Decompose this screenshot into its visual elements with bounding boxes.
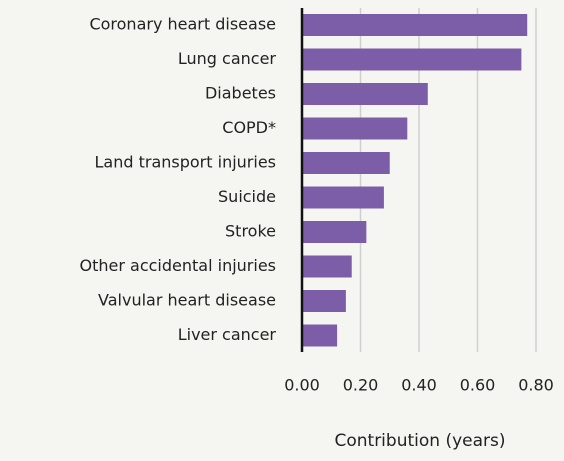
bar	[302, 48, 522, 71]
y-tick-label: Lung cancer	[178, 49, 277, 68]
bar	[302, 221, 367, 243]
y-tick-label: Suicide	[218, 187, 276, 206]
x-tick-label: 0.80	[518, 376, 554, 395]
bar	[302, 186, 384, 209]
x-tick-label: 0.20	[343, 376, 379, 395]
y-tick-label: Land transport injuries	[95, 153, 277, 172]
x-tick-label: 0.00	[284, 376, 320, 395]
bar	[302, 255, 352, 278]
y-tick-label: Valvular heart disease	[98, 291, 276, 310]
y-tick-label: Other accidental injuries	[80, 256, 276, 275]
y-tick-label: Coronary heart disease	[89, 15, 276, 34]
bar	[302, 117, 408, 140]
bar	[302, 152, 390, 174]
x-tick-label: 0.40	[401, 376, 437, 395]
y-tick-label: Stroke	[225, 222, 276, 241]
bar	[302, 83, 428, 105]
y-tick-label: COPD*	[222, 118, 276, 137]
x-tick-label: 0.60	[460, 376, 496, 395]
x-axis-label: Contribution (years)	[334, 431, 505, 451]
bar	[302, 14, 528, 36]
bar	[302, 290, 346, 312]
bar	[302, 324, 338, 347]
y-tick-label: Diabetes	[205, 84, 276, 103]
y-tick-label: Liver cancer	[178, 325, 277, 344]
